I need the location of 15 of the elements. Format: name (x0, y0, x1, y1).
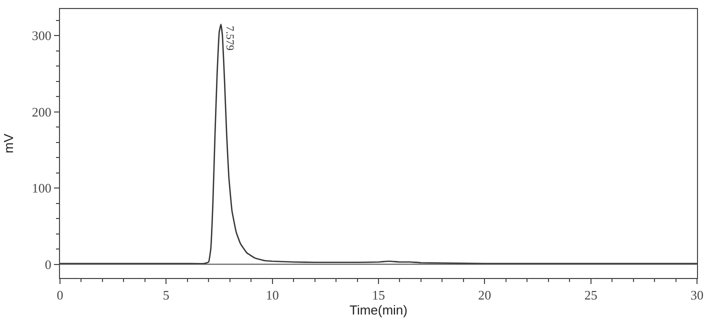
x-tick-label: 20 (478, 288, 492, 303)
y-axis-title: mV (0, 133, 16, 154)
x-tick-label: 30 (690, 288, 704, 303)
x-tick-label: 15 (372, 288, 385, 303)
annotation: 7.579 (224, 26, 236, 52)
x-tick-label: 10 (266, 288, 279, 303)
x-tick-label: 5 (162, 288, 170, 303)
x-axis-title: Time(min) (349, 302, 408, 318)
y-tick-label: 200 (32, 104, 52, 120)
y-tick-label: 0 (44, 256, 52, 272)
line-series (60, 24, 697, 264)
x-tick-label: 0 (56, 288, 64, 303)
y-tick-label: 300 (32, 28, 52, 44)
y-tick-label: 100 (32, 180, 52, 196)
x-tick-label: 25 (584, 288, 598, 303)
